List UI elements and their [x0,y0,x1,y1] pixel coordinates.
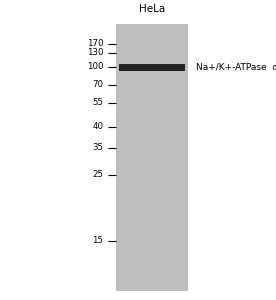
Text: 70: 70 [92,80,104,89]
Text: 100: 100 [87,62,104,71]
Bar [116,24,188,291]
Text: 55: 55 [92,98,104,107]
Text: Na+/K+-ATPase  α 1: Na+/K+-ATPase α 1 [196,63,276,72]
Text: 25: 25 [92,170,104,179]
Text: 170: 170 [87,39,104,48]
Text: HeLa: HeLa [139,4,165,14]
Text: 35: 35 [92,143,104,152]
Text: 40: 40 [92,122,104,131]
Text: 130: 130 [87,48,104,57]
Bar [119,64,185,71]
Text: 15: 15 [92,236,104,245]
